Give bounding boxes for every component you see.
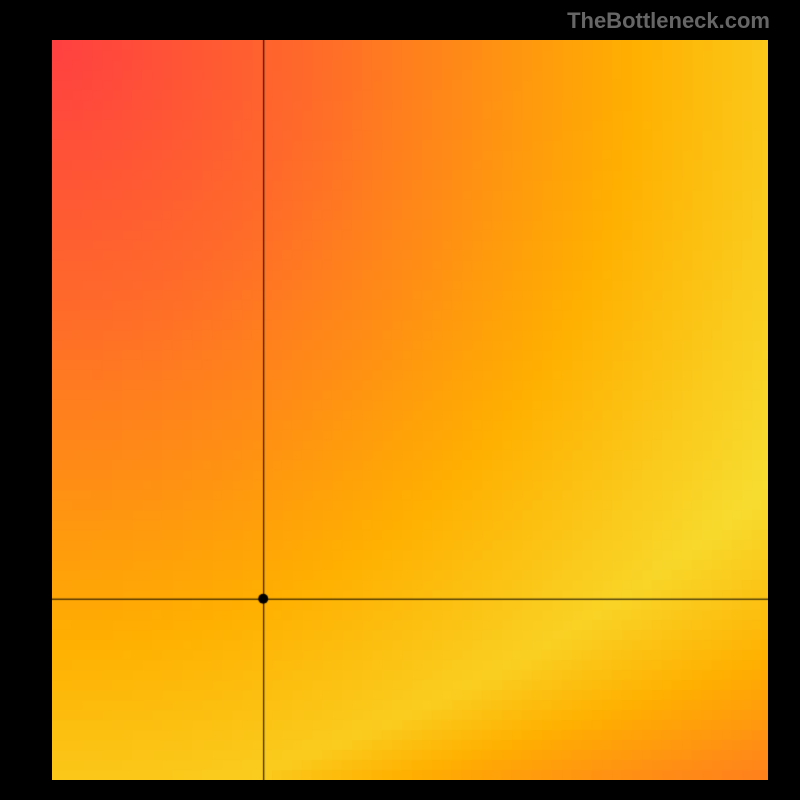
plot-area	[52, 40, 768, 780]
chart-container: TheBottleneck.com	[0, 0, 800, 800]
watermark-text: TheBottleneck.com	[567, 8, 770, 34]
heatmap-canvas	[52, 40, 768, 780]
